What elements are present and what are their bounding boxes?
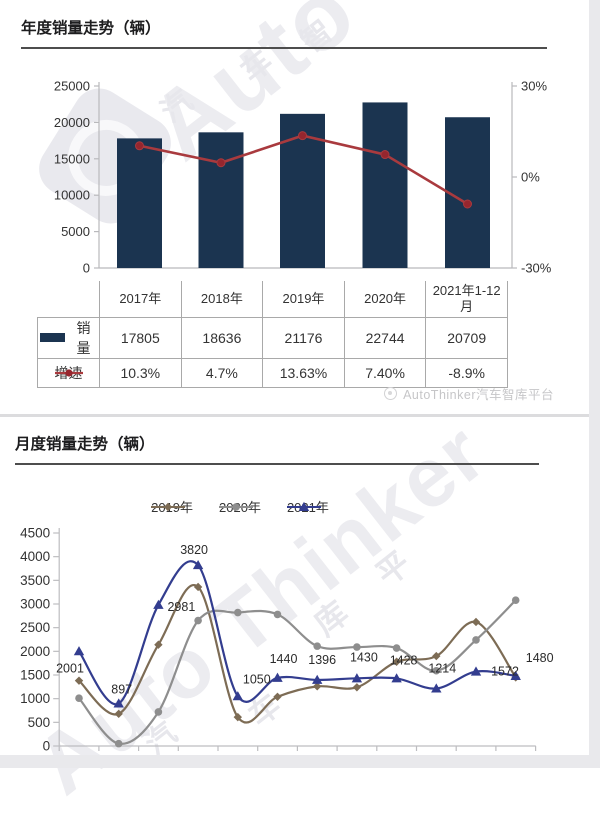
annual-chart-title: 年度销量走势（辆） (21, 20, 161, 37)
section-divider (0, 414, 600, 417)
category-cell: 2019年 (262, 281, 345, 318)
svg-text:4000: 4000 (20, 549, 50, 564)
monthly-chart-title: 月度销量走势（辆） (15, 436, 155, 453)
monthly-chart-legend: 2019年 2020年 2021年 (0, 497, 480, 516)
monthly-title-underline (15, 463, 539, 465)
table-value-cell: 22744 (343, 316, 427, 359)
table-corner-cell (37, 281, 100, 318)
table-value-cell: 7.40% (343, 357, 427, 388)
category-cell: 2018年 (180, 281, 264, 318)
svg-text:-30%: -30% (521, 261, 552, 276)
data-label: 1396 (308, 653, 336, 667)
data-label: 2001 (56, 661, 84, 675)
svg-text:10000: 10000 (54, 188, 90, 203)
data-label: 3820 (180, 543, 208, 557)
svg-text:1000: 1000 (20, 691, 50, 706)
svg-text:3500: 3500 (20, 573, 50, 588)
table-value-cell: 18636 (180, 316, 264, 359)
data-label: 1214 (428, 662, 456, 676)
legend-item-2020: 2020年 (219, 497, 261, 516)
table-value-cell: 4.7% (180, 357, 264, 388)
data-label: 1572 (491, 665, 519, 679)
legend-item-2021: 2021年 (286, 497, 329, 516)
svg-text:3000: 3000 (20, 597, 50, 612)
svg-text:15000: 15000 (54, 151, 90, 166)
data-label: 1440 (270, 652, 298, 666)
table-value-cell: 20709 (425, 316, 508, 359)
series-key-cell-sales: 销量 (37, 316, 100, 359)
annual-data-table: 2017年 2018年 2019年 2020年 2021年1-12月销量 17805 186… (37, 281, 508, 388)
sales-bar-swatch-icon (40, 333, 66, 342)
svg-text:500: 500 (28, 715, 51, 730)
svg-text:2000: 2000 (20, 644, 50, 659)
svg-text:20000: 20000 (54, 115, 90, 130)
data-label: 1050 (243, 672, 271, 686)
svg-text:4500: 4500 (20, 526, 50, 541)
svg-text:2500: 2500 (20, 620, 50, 635)
growth-line-swatch-icon (54, 368, 83, 377)
series-key-cell-growth: 增速 (37, 357, 100, 388)
annual-chart: 0 5000 10000 15000 20000 25000 30% 0% -30% (54, 79, 552, 276)
svg-text:30%: 30% (521, 79, 547, 94)
data-label: 1480 (526, 651, 554, 665)
series-name: 销量 (76, 319, 91, 356)
table-value-cell: 21176 (262, 316, 345, 359)
triangle-marker-icon (286, 501, 321, 511)
table-value-cell: 17805 (99, 316, 182, 359)
data-label: 1430 (350, 650, 378, 664)
svg-text:0%: 0% (521, 170, 540, 185)
table-value-cell: 10.3% (99, 357, 182, 388)
legend-item-2019: 2019年 (151, 497, 193, 516)
svg-text:0: 0 (43, 739, 51, 754)
svg-text:5000: 5000 (61, 224, 90, 239)
table-value-cell: 13.63% (262, 357, 345, 388)
annual-title-underline (21, 47, 547, 49)
monthly-chart: 0 500 1000 1500 2000 2500 3000 3500 4000 4500 2001… (20, 526, 554, 754)
attribution: AutoThinker汽车智库平台 (384, 384, 554, 403)
category-cell: 2020年 (343, 281, 427, 318)
table-value-cell: -8.9% (425, 357, 508, 388)
circle-marker-icon (219, 502, 254, 511)
svg-text:1500: 1500 (20, 668, 50, 683)
diamond-marker-icon (151, 502, 186, 511)
svg-text:0: 0 (83, 261, 90, 276)
category-cell: 2021年1-12月 (425, 281, 508, 318)
page-edge-bottom (0, 755, 600, 768)
category-cell: 2017年 (99, 281, 182, 318)
data-label: 897 (111, 683, 132, 697)
attribution-text: AutoThinker汽车智库平台 (403, 388, 554, 402)
svg-text:25000: 25000 (54, 79, 90, 94)
autothinker-logo-icon (384, 387, 398, 400)
page-edge-right (589, 0, 600, 768)
data-label: 2981 (167, 600, 195, 614)
data-label: 1428 (390, 653, 418, 667)
